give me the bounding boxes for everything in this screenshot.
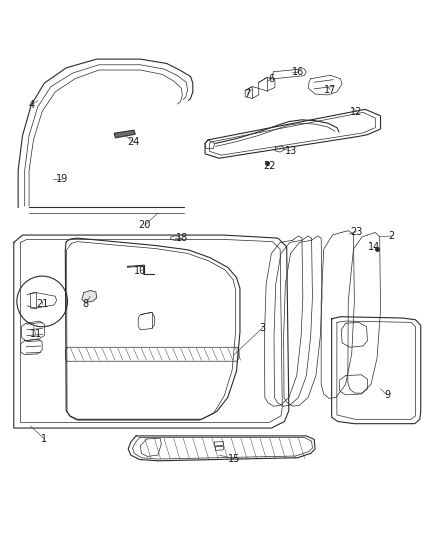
Text: 24: 24 [127,137,140,147]
Text: 17: 17 [324,85,336,95]
Text: 10: 10 [134,266,147,276]
Polygon shape [82,290,97,302]
Text: 9: 9 [384,390,390,400]
Text: 13: 13 [285,146,297,156]
Text: 12: 12 [350,107,363,117]
Text: 6: 6 [268,74,275,84]
Text: 23: 23 [350,227,363,237]
Text: 15: 15 [228,454,240,464]
Text: 21: 21 [36,298,48,309]
Text: 11: 11 [29,329,42,339]
Text: 3: 3 [260,322,266,333]
Text: 7: 7 [244,89,251,99]
Polygon shape [114,130,135,138]
Text: 19: 19 [56,174,68,184]
Text: 2: 2 [389,231,395,241]
Text: 22: 22 [263,161,276,171]
Text: 20: 20 [138,220,151,230]
Text: 1: 1 [41,434,47,444]
Text: 18: 18 [176,233,188,243]
Text: 16: 16 [291,67,304,77]
Text: 4: 4 [28,100,34,110]
Text: 8: 8 [83,298,89,309]
Text: 14: 14 [368,242,380,252]
